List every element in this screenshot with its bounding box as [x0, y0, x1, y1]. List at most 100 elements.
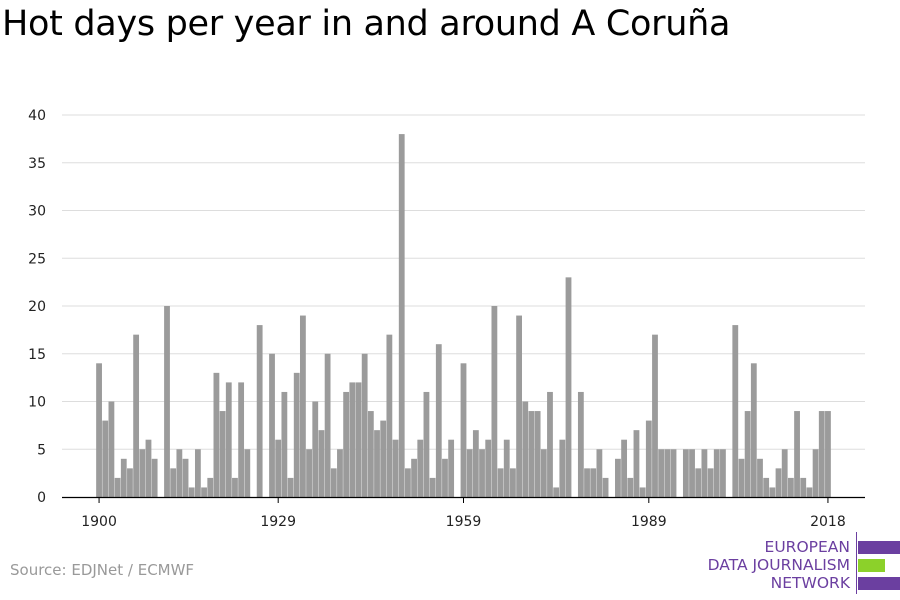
bar-1990: [652, 334, 658, 497]
bar-1964: [491, 306, 498, 497]
bar-2001: [720, 449, 726, 497]
bar-2003: [732, 325, 739, 497]
bar-1961: [472, 430, 479, 497]
bar-1960: [466, 449, 473, 497]
bar-1989: [645, 420, 652, 497]
bar-1906: [133, 334, 140, 497]
bar-2011: [781, 449, 788, 497]
bar-1922: [232, 477, 238, 497]
bar-1916: [194, 449, 201, 497]
bar-1957: [448, 439, 455, 497]
bar-1908: [145, 439, 152, 497]
bar-2004: [738, 458, 745, 497]
bar-2018: [825, 411, 831, 497]
bar-1930: [281, 391, 288, 497]
bar-1996: [689, 449, 695, 497]
bar-1992: [664, 449, 671, 497]
bar-2014: [800, 477, 807, 497]
bar-1919: [213, 372, 220, 497]
bar-1937: [324, 353, 331, 497]
bar-1932: [293, 372, 300, 497]
bar-1942: [355, 382, 362, 497]
bar-1903: [114, 477, 121, 497]
x-tick-label-1959: 1959: [446, 514, 482, 530]
bar-2006: [750, 363, 757, 497]
bar-2016: [812, 449, 819, 497]
bar-1969: [522, 401, 529, 497]
bar-1968: [516, 315, 522, 497]
bar-1995: [682, 449, 689, 497]
y-tick-label-10: 10: [28, 395, 46, 411]
bar-1967: [510, 468, 516, 497]
bar-1978: [577, 391, 584, 497]
x-tick-label-1989: 1989: [631, 514, 667, 530]
bar-1966: [503, 439, 510, 497]
logo-line-network: NETWORK: [770, 574, 850, 592]
bar-1956: [442, 458, 448, 497]
bar-1987: [633, 430, 640, 497]
bar-1900: [96, 363, 102, 497]
bar-1955: [435, 344, 442, 497]
bar-1901: [102, 420, 109, 497]
bar-1907: [139, 449, 146, 497]
bar-1945: [374, 430, 380, 497]
bar-1973: [547, 391, 553, 497]
bar-2010: [775, 468, 782, 497]
bar-2015: [806, 487, 813, 497]
chart-title: Hot days per year in and around A Coruña: [2, 4, 731, 44]
bar-1970: [528, 411, 535, 497]
bar-2013: [794, 411, 800, 497]
bar-1926: [256, 325, 263, 497]
bar-1986: [627, 477, 634, 497]
bar-1917: [201, 487, 207, 497]
bar-1997: [695, 468, 702, 497]
bar-1941: [349, 382, 356, 497]
bar-1904: [120, 458, 127, 497]
bar-1985: [621, 439, 628, 497]
bar-1971: [534, 411, 541, 497]
bar-1954: [429, 477, 436, 497]
source-note: Source: EDJNet / ECMWF: [10, 561, 195, 579]
bar-2000: [713, 449, 720, 497]
y-tick-label-5: 5: [37, 442, 46, 458]
y-tick-label-25: 25: [28, 251, 46, 267]
bar-1984: [615, 458, 621, 497]
bar-1972: [540, 449, 547, 497]
bar-1920: [219, 411, 226, 497]
bar-1914: [182, 458, 189, 497]
bar-1980: [590, 468, 597, 497]
bar-1934: [306, 449, 312, 497]
bar-1952: [417, 439, 424, 497]
bar-2008: [763, 477, 770, 497]
bar-1948: [392, 439, 399, 497]
x-tick-label-2018: 2018: [810, 514, 846, 530]
bar-1918: [207, 477, 214, 497]
bar-1940: [343, 391, 350, 497]
logo-line-data-journalism: DATA JOURNALISM: [707, 556, 850, 574]
bar-1963: [485, 439, 492, 497]
x-tick-label-1929: 1929: [260, 514, 296, 530]
y-tick-label-40: 40: [28, 108, 46, 124]
bar-1949: [398, 134, 405, 497]
bar-1979: [584, 468, 590, 497]
bar-1993: [670, 449, 677, 497]
bar-1982: [602, 477, 609, 497]
edjnet-logo[interactable]: EUROPEAN DATA JOURNALISM NETWORK: [700, 532, 900, 594]
bar-1981: [596, 449, 603, 497]
bar-1943: [361, 353, 368, 497]
bar-1915: [188, 487, 195, 497]
bar-1939: [337, 449, 343, 497]
bar-1902: [108, 401, 115, 497]
logo-divider: [856, 532, 857, 594]
y-tick-label-20: 20: [28, 299, 46, 315]
bar-1999: [707, 468, 714, 497]
bar-1953: [423, 391, 430, 497]
y-tick-label-35: 35: [28, 156, 46, 172]
bars: [96, 134, 831, 497]
bar-1924: [244, 449, 251, 497]
bar-2007: [757, 458, 763, 497]
bar-1988: [639, 487, 646, 497]
bar-1951: [411, 458, 417, 497]
bar-2005: [744, 411, 751, 497]
